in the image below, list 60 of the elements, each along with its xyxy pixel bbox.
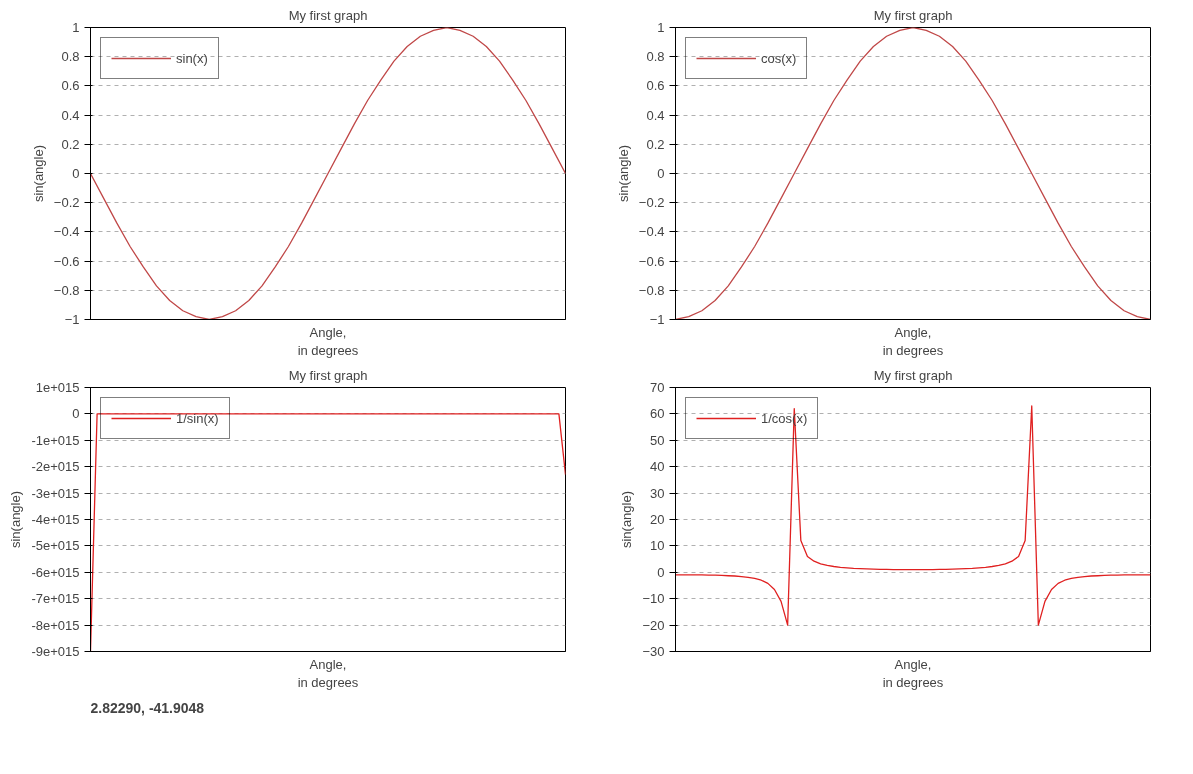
y-tick-label: 0.6 bbox=[646, 78, 665, 94]
y-tick-label: −30 bbox=[642, 644, 665, 659]
x-axis-title: Angle, in degrees bbox=[297, 656, 359, 690]
y-tick-label: 60 bbox=[650, 406, 665, 422]
legend-label: cos(x) bbox=[761, 50, 797, 66]
y-tick-label: 0 bbox=[657, 166, 665, 181]
chart-title: My first graph bbox=[873, 7, 953, 23]
y-tick-label: -9e+015 bbox=[31, 644, 80, 659]
legend-label: 1/sin(x) bbox=[176, 410, 219, 426]
y-tick-label: 0 bbox=[657, 564, 665, 580]
y-tick-label: −20 bbox=[642, 617, 665, 633]
legend-label: sin(x) bbox=[176, 50, 208, 66]
y-tick-label: −0.8 bbox=[638, 282, 665, 298]
y-tick-label: -3e+015 bbox=[31, 485, 80, 501]
y-tick-label: 40 bbox=[650, 459, 665, 475]
y-tick-label: −0.4 bbox=[638, 224, 665, 240]
y-tick-label: −1 bbox=[649, 312, 665, 327]
y-tick-label: −0.6 bbox=[53, 253, 80, 269]
y-tick-label: 0.2 bbox=[61, 136, 80, 152]
x-axis-title: Angle, in degrees bbox=[297, 324, 359, 358]
y-tick-label: -2e+015 bbox=[31, 459, 80, 475]
x-axis-title: Angle, in degrees bbox=[882, 656, 944, 690]
y-tick-label: −0.8 bbox=[53, 282, 80, 298]
y-tick-label: 50 bbox=[650, 432, 665, 448]
y-tick-label: 1 bbox=[72, 20, 80, 35]
y-tick-label: 0.4 bbox=[646, 107, 665, 123]
y-tick-label: 70 bbox=[650, 380, 665, 395]
y-tick-label: 1 bbox=[657, 20, 665, 35]
y-tick-label: −10 bbox=[642, 591, 665, 607]
y-tick-label: 0.2 bbox=[646, 136, 665, 152]
y-tick-label: 1e+015 bbox=[35, 380, 80, 395]
y-tick-label: -4e+015 bbox=[31, 512, 80, 527]
y-tick-label: −0.2 bbox=[53, 195, 80, 211]
chart-title: My first graph bbox=[873, 367, 953, 383]
y-tick-label: -8e+015 bbox=[31, 617, 80, 633]
y-tick-label: -7e+015 bbox=[31, 591, 80, 607]
text: 2.82290, -41.9048 bbox=[90, 699, 205, 716]
y-tick-label: −1 bbox=[64, 312, 80, 327]
chart-title: My first graph bbox=[288, 7, 368, 23]
y-tick-label: −0.6 bbox=[638, 253, 665, 269]
y-tick-label: −0.4 bbox=[53, 224, 80, 240]
y-tick-label: 10 bbox=[650, 538, 665, 554]
y-tick-label: -1e+015 bbox=[31, 432, 80, 448]
y-axis-title: sin(angle) bbox=[619, 490, 635, 549]
y-tick-label: 0 bbox=[72, 406, 80, 422]
y-axis-title: sin(angle) bbox=[30, 144, 46, 203]
y-tick-label: 0.4 bbox=[61, 107, 80, 123]
chart-title: My first graph bbox=[288, 367, 368, 383]
y-tick-label: −0.2 bbox=[638, 195, 665, 211]
x-axis-title: Angle, in degrees bbox=[882, 324, 944, 358]
y-tick-label: 0 bbox=[72, 166, 80, 181]
y-tick-label: 30 bbox=[650, 485, 665, 501]
y-tick-label: 0.8 bbox=[61, 49, 80, 65]
y-tick-label: 20 bbox=[650, 512, 665, 527]
y-tick-label: -5e+015 bbox=[31, 538, 80, 554]
y-tick-label: 0.8 bbox=[646, 49, 665, 65]
y-axis-title: sin(angle) bbox=[8, 490, 24, 549]
y-tick-label: 0.6 bbox=[61, 78, 80, 94]
y-tick-label: -6e+015 bbox=[31, 564, 80, 580]
y-axis-title: sin(angle) bbox=[615, 144, 631, 203]
